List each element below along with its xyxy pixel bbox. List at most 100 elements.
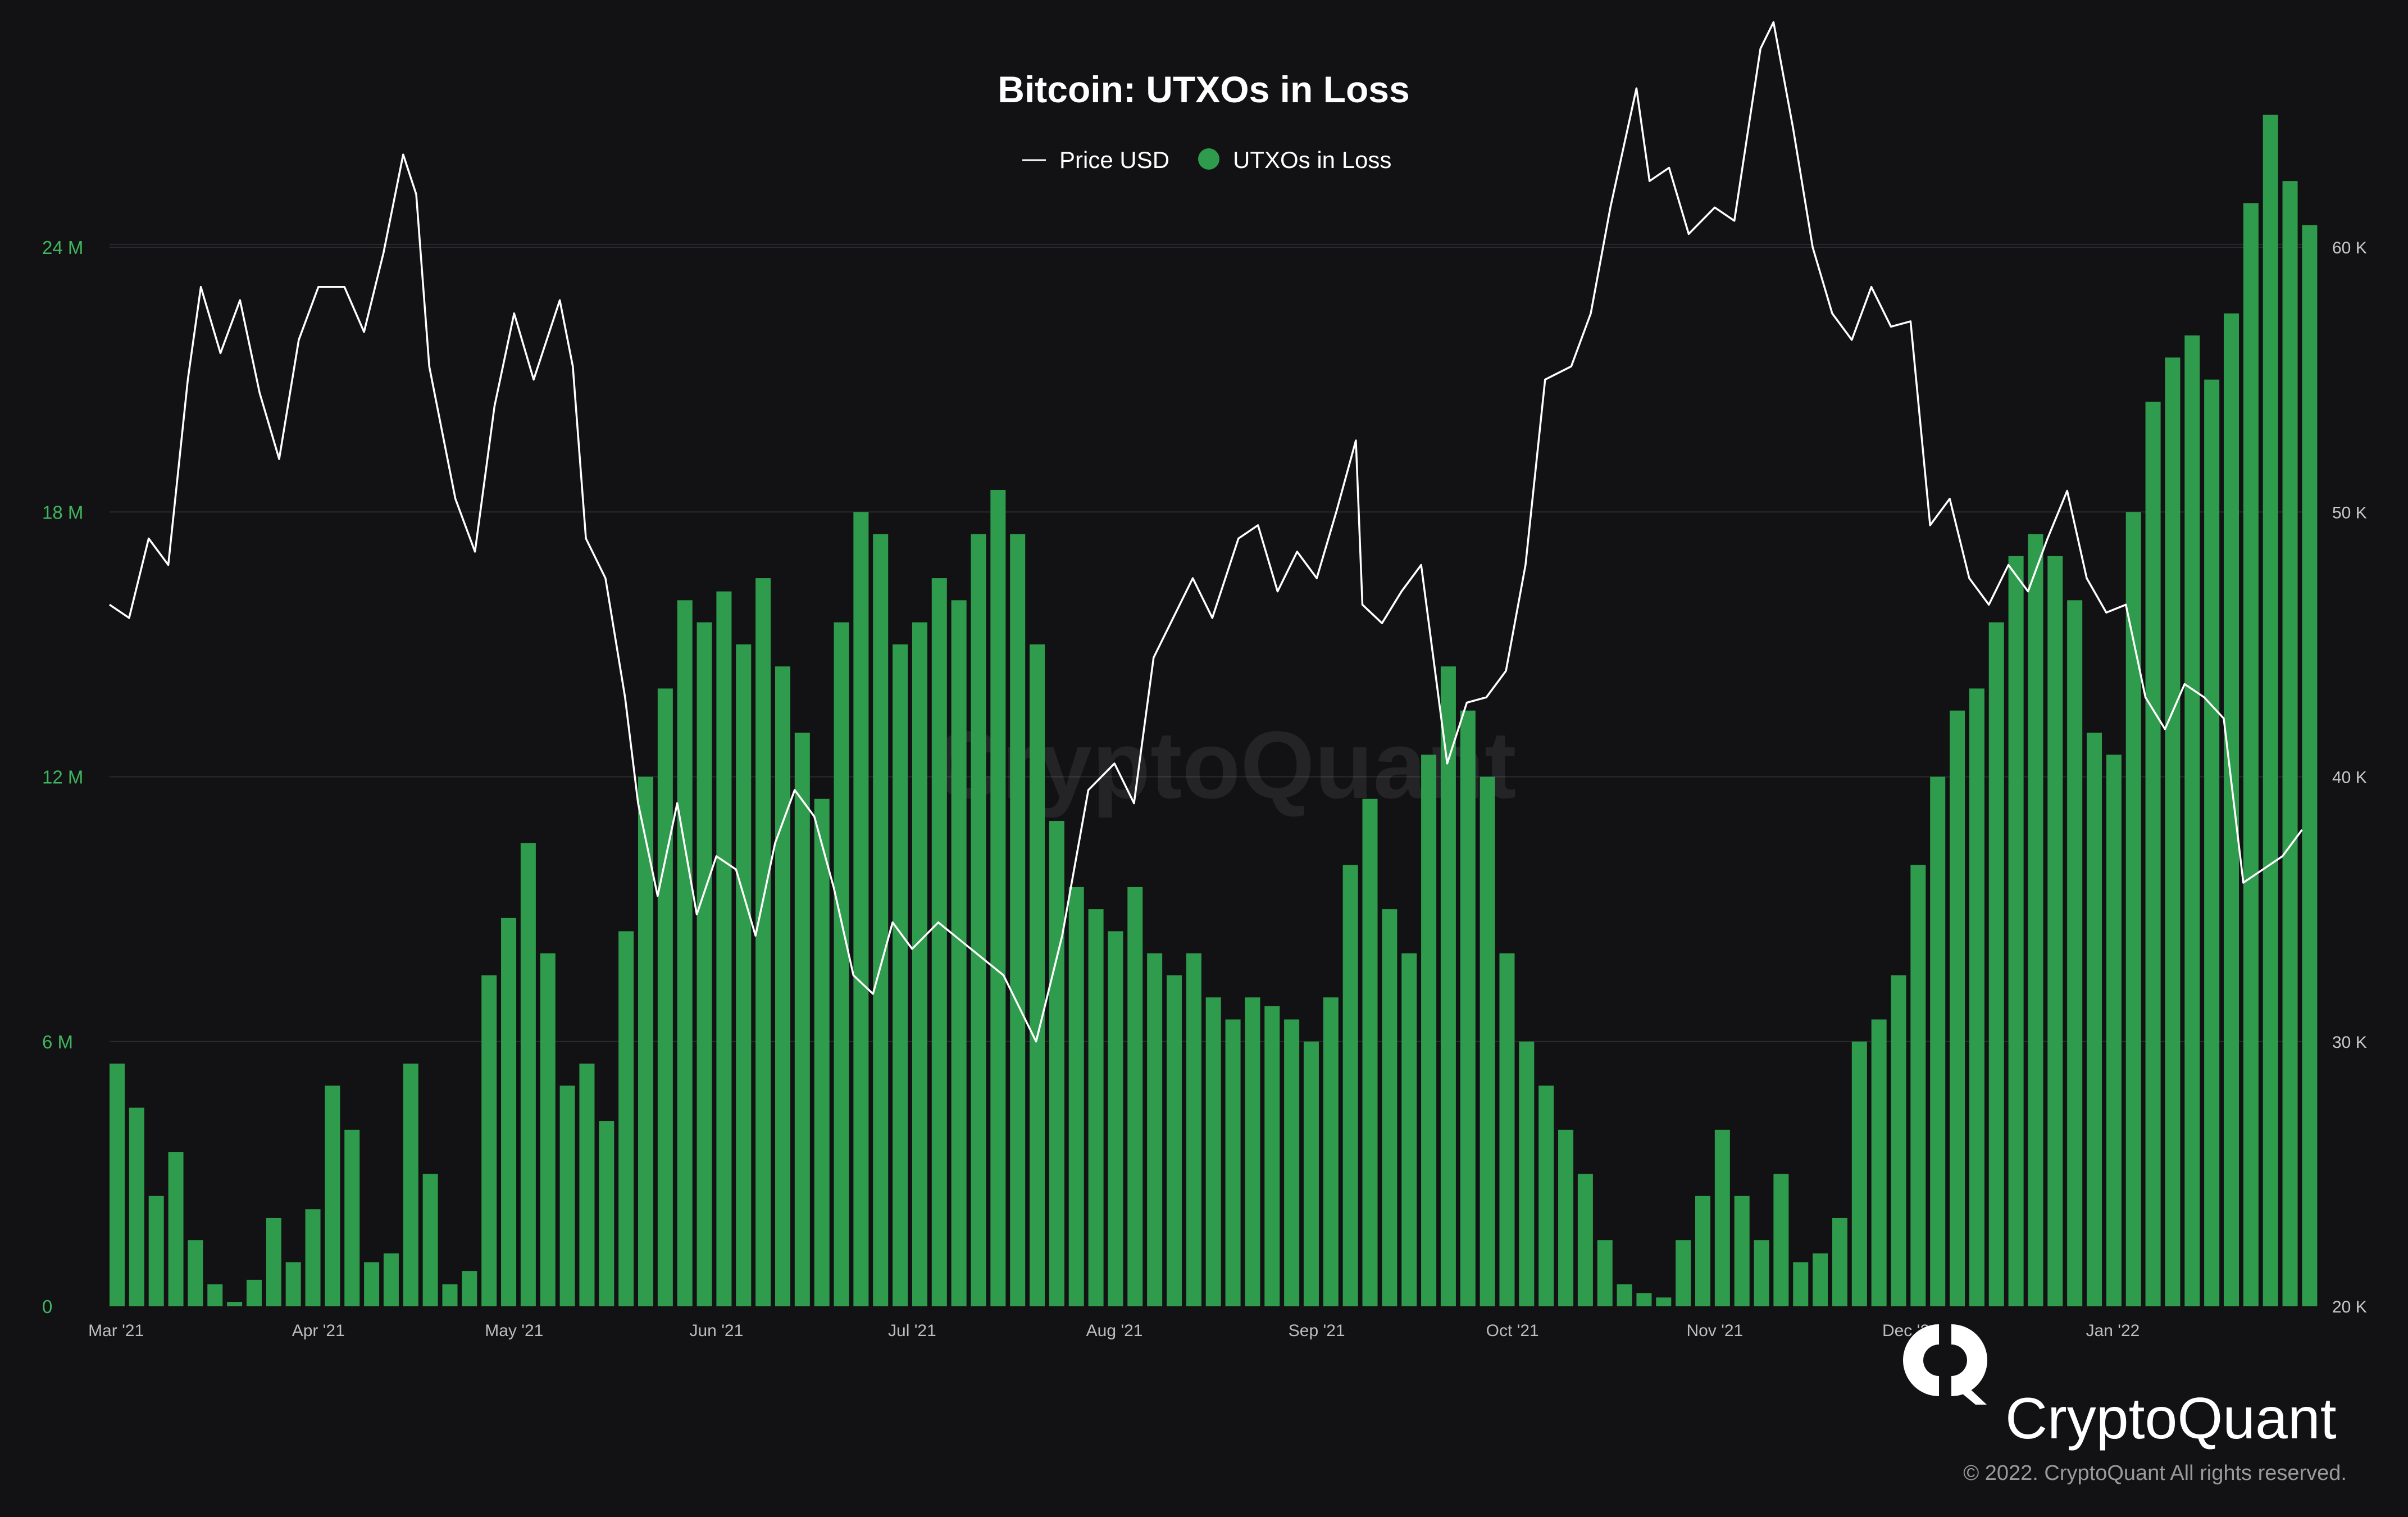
utxo-bars — [110, 115, 2318, 1307]
utxo-bar — [1832, 1218, 1847, 1306]
utxo-bar — [834, 622, 849, 1306]
utxo-bar — [1871, 1019, 1887, 1306]
utxo-bar — [736, 644, 752, 1306]
utxo-bar — [951, 600, 967, 1306]
left-axis: 0 6 M 12 M 18 M 24 M — [42, 237, 83, 1317]
utxo-bar — [1950, 710, 1965, 1306]
utxo-bar — [462, 1271, 477, 1306]
utxo-bar — [618, 931, 634, 1306]
y-left-tick-label: 18 M — [42, 502, 83, 523]
price-line — [109, 21, 2303, 1043]
utxo-bar — [794, 732, 810, 1306]
utxo-bar — [814, 798, 830, 1306]
utxo-bar — [110, 1064, 125, 1306]
utxo-bar — [1264, 1006, 1280, 1306]
utxo-bar — [2302, 225, 2318, 1307]
utxo-bar — [1049, 821, 1064, 1306]
utxo-bar — [697, 622, 712, 1306]
y-right-tick-label: 40 K — [2332, 769, 2367, 787]
utxo-bar — [2087, 732, 2102, 1306]
x-tick-label: Mar '21 — [88, 1321, 144, 1340]
x-tick-label: Jun '21 — [689, 1321, 743, 1340]
utxo-bar — [1714, 1129, 1730, 1306]
legend[interactable]: Price USD UTXOs in Loss — [1022, 147, 1391, 173]
utxo-bar — [912, 622, 927, 1306]
utxo-bar — [1617, 1284, 1632, 1306]
cryptoquant-logo-icon — [1903, 1324, 1987, 1405]
utxo-bar — [579, 1064, 595, 1306]
utxo-bar — [1166, 975, 1182, 1306]
utxo-bar — [1988, 622, 2004, 1306]
utxo-bar — [1421, 755, 1437, 1306]
utxo-bar — [1225, 1019, 1241, 1306]
y-left-tick-label: 6 M — [42, 1032, 73, 1052]
utxo-bar — [344, 1129, 360, 1306]
utxo-legend-swatch — [1198, 148, 1219, 170]
utxo-bar — [2263, 115, 2278, 1306]
utxo-bar — [1910, 865, 1926, 1306]
utxo-bar — [1245, 997, 1260, 1306]
y-left-tick-label: 12 M — [42, 767, 83, 788]
x-tick-label: Jul '21 — [888, 1321, 936, 1340]
y-right-tick-label: 50 K — [2332, 503, 2367, 522]
utxo-bar — [246, 1279, 262, 1306]
utxo-bar — [520, 843, 536, 1306]
utxo-bar — [1323, 997, 1339, 1306]
utxo-bar — [1695, 1196, 1711, 1306]
utxo-bar — [2028, 534, 2043, 1307]
utxo-bar — [931, 578, 947, 1306]
x-tick-label: May '21 — [485, 1321, 543, 1340]
utxo-bar — [1773, 1174, 1789, 1306]
utxo-bar — [1147, 953, 1163, 1306]
utxo-bar — [325, 1085, 340, 1306]
utxo-bar — [148, 1196, 164, 1306]
utxo-bar — [2165, 357, 2181, 1306]
utxo-bar — [2243, 203, 2259, 1306]
y-left-tick-label: 24 M — [42, 237, 83, 258]
utxo-bar — [1440, 666, 1456, 1306]
price-legend-label[interactable]: Price USD — [1059, 147, 1169, 173]
y-left-tick-label: 0 — [42, 1296, 52, 1317]
utxo-bar — [893, 644, 908, 1306]
utxo-bar — [1480, 776, 1495, 1306]
utxo-bar — [2223, 313, 2239, 1306]
utxo-bar — [2125, 512, 2141, 1306]
utxo-bar — [168, 1152, 184, 1306]
utxo-bar — [1284, 1019, 1300, 1306]
utxo-bar — [2184, 335, 2200, 1307]
utxo-bar — [501, 918, 517, 1306]
x-tick-label: Apr '21 — [292, 1321, 345, 1340]
utxo-bar — [1754, 1240, 1769, 1306]
x-tick-label: Sep '21 — [1289, 1321, 1345, 1340]
utxo-bar — [1969, 688, 1984, 1306]
utxo-bar — [853, 512, 869, 1306]
utxo-bar — [1636, 1293, 1652, 1306]
y-right-tick-label: 60 K — [2332, 239, 2367, 257]
utxo-bar — [716, 591, 732, 1306]
utxo-bar — [305, 1209, 321, 1306]
chart-title: Bitcoin: UTXOs in Loss — [998, 69, 1409, 110]
utxo-bar — [383, 1253, 399, 1306]
utxo-bar — [442, 1284, 458, 1306]
utxo-legend-label[interactable]: UTXOs in Loss — [1233, 147, 1391, 173]
utxo-bar — [1460, 710, 1476, 1306]
utxo-bar — [2204, 379, 2220, 1306]
utxo-bar — [1656, 1297, 1672, 1306]
utxo-bar — [285, 1262, 301, 1306]
utxo-bar — [1519, 1041, 1535, 1306]
utxo-bar — [1382, 909, 1398, 1306]
utxo-bar — [599, 1121, 614, 1306]
utxo-bar — [1362, 798, 1378, 1306]
utxo-bar — [971, 534, 986, 1307]
utxo-bar — [657, 688, 673, 1306]
utxo-bar — [422, 1174, 438, 1306]
brand: CryptoQuant © 2022. CryptoQuant All righ… — [1903, 1324, 2347, 1485]
utxo-bar — [188, 1240, 203, 1306]
price-line-group — [109, 21, 2303, 1043]
utxo-bar — [1558, 1129, 1574, 1306]
utxo-bar — [1793, 1262, 1809, 1306]
utxo-bar — [677, 600, 693, 1306]
utxo-bar — [2067, 600, 2083, 1306]
utxo-bar — [2047, 556, 2063, 1306]
